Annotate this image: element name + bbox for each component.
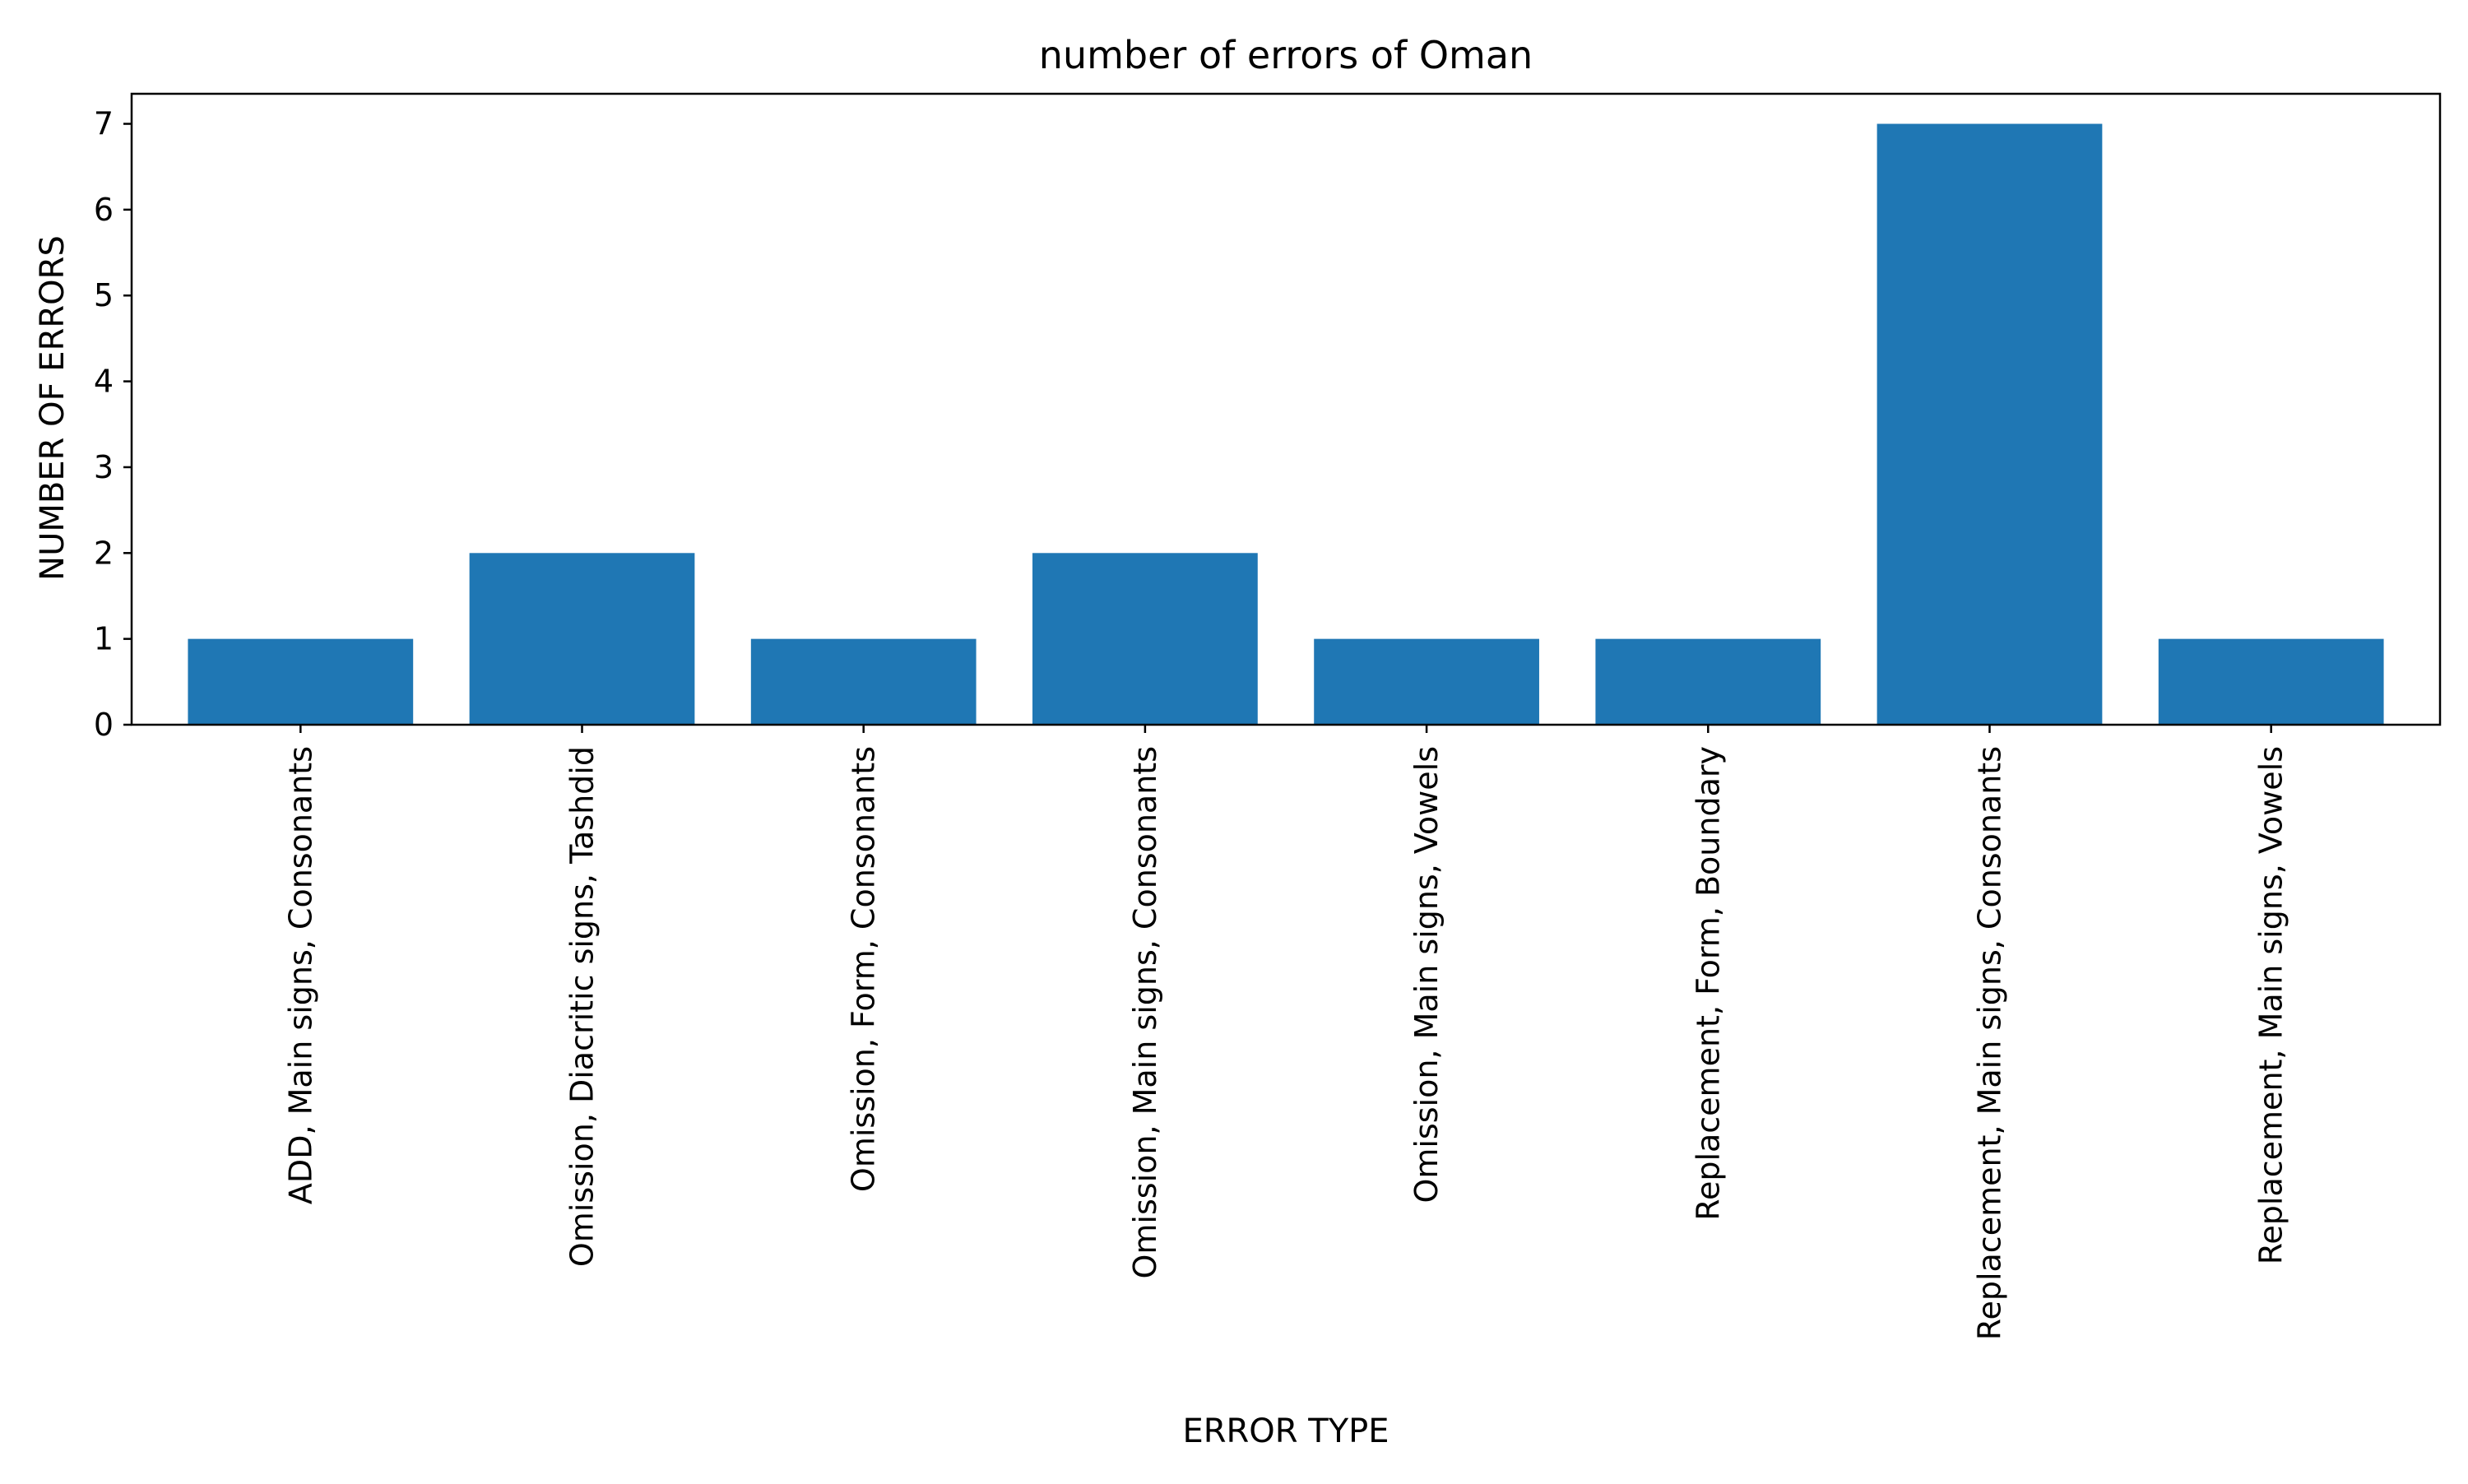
bar-7	[2158, 638, 2384, 725]
y-tick-label-1: 1	[94, 621, 114, 657]
x-tick-label-6: Replacement, Main signs, Consonants	[1971, 746, 2007, 1340]
x-tick-label-2: Omission, Form, Consonants	[846, 746, 882, 1192]
y-axis-label: NUMBER OF ERRORS	[34, 235, 72, 581]
x-tick-label-4: Omission, Main signs, Vowels	[1408, 746, 1445, 1203]
bar-1	[469, 553, 695, 725]
y-tick-label-3: 3	[94, 449, 114, 485]
chart-title: number of errors of Oman	[1039, 33, 1533, 77]
x-axis-label: ERROR TYPE	[1182, 1412, 1389, 1450]
bar-2	[750, 638, 977, 725]
bar-0	[188, 638, 414, 725]
y-tick-label-0: 0	[94, 707, 114, 743]
x-tick-label-1: Omission, Diacritic signs, Tashdid	[564, 746, 601, 1267]
bar-3	[1032, 553, 1258, 725]
y-tick-label-4: 4	[94, 364, 114, 400]
bar-4	[1314, 638, 1539, 725]
plot-area-frame	[130, 92, 2442, 726]
bar-5	[1595, 638, 1821, 725]
y-tick-label-2: 2	[94, 535, 114, 571]
x-tick-label-7: Replacement, Main signs, Vowels	[2253, 746, 2289, 1264]
bars-layer	[188, 123, 2384, 725]
y-axis-ticks: 0 1 2 3 4 5 6 7	[94, 106, 132, 743]
x-axis-ticks: ADD, Main signs, Consonants Omission, Dia…	[282, 725, 2289, 1340]
y-tick-label-7: 7	[94, 106, 114, 142]
x-tick-label-5: Replacement, Form, Boundary	[1690, 746, 1726, 1221]
x-tick-label-3: Omission, Main signs, Consonants	[1127, 746, 1163, 1279]
y-tick-label-6: 6	[94, 192, 114, 228]
bar-6	[1877, 123, 2103, 725]
x-tick-label-0: ADD, Main signs, Consonants	[282, 746, 318, 1204]
y-tick-label-5: 5	[94, 277, 114, 313]
